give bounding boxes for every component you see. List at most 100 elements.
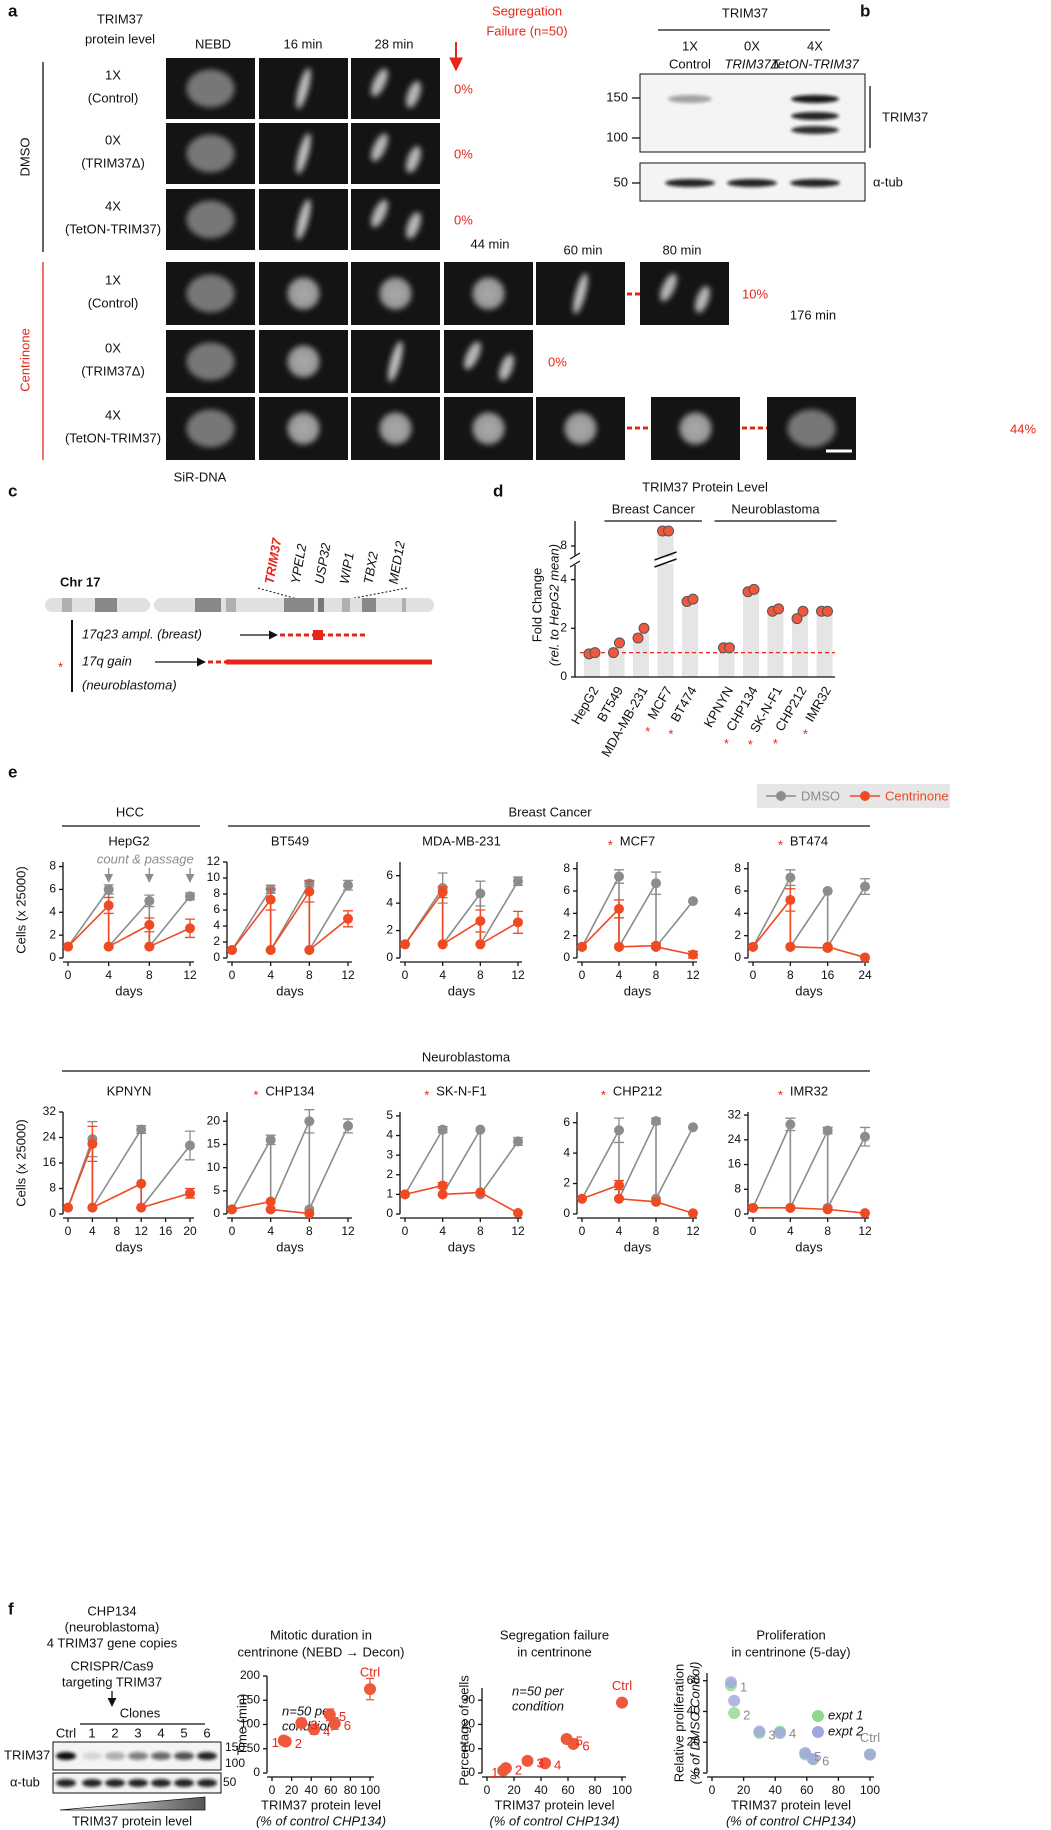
x-label: days — [795, 1239, 823, 1254]
replicate-point — [797, 605, 809, 617]
legend-label: Centrinone — [885, 788, 949, 803]
chromatin — [186, 409, 235, 448]
column-header: 28 min — [374, 36, 413, 51]
x-tick-label: 4 — [89, 1224, 96, 1238]
point-label: 6 — [344, 1718, 351, 1733]
point-label: Ctrl — [360, 1665, 380, 1680]
band — [56, 1752, 76, 1760]
row-name: (TetON-TRIM37) — [65, 430, 161, 445]
column-header: 16 min — [283, 36, 322, 51]
axis-break — [560, 557, 840, 564]
gene-label: WIP1 — [337, 551, 357, 585]
chromatin — [406, 146, 421, 173]
band — [82, 1779, 102, 1787]
data-point — [614, 1125, 624, 1136]
data-point — [103, 900, 114, 911]
time-label: 60 min — [563, 242, 602, 257]
header: protein level — [85, 31, 155, 46]
chromosome-label: Chr 17 — [60, 574, 100, 589]
band — [82, 1752, 102, 1760]
data-point — [364, 1683, 376, 1696]
y-tick-label: 4 — [386, 895, 393, 909]
chromatin — [296, 199, 311, 240]
data-point — [499, 1762, 512, 1775]
x-tick-label: 100 — [360, 1783, 380, 1797]
row-name: (Control) — [88, 90, 139, 105]
chart-title: Mitotic duration in — [270, 1627, 372, 1642]
y-tick-label: 10 — [207, 870, 221, 884]
method: CRISPR/Cas9 — [70, 1658, 153, 1673]
data-point — [748, 941, 758, 952]
lane-label: 2 — [111, 1725, 118, 1740]
legend-label: DMSO — [801, 788, 840, 803]
failure-title: Segregation — [492, 3, 562, 18]
y-tick-label: 4 — [563, 906, 570, 920]
y-tick-label: 100 — [240, 1717, 260, 1731]
y-tick-label: 8 — [49, 859, 56, 873]
y-tick-label: 4 — [213, 918, 220, 932]
panel-label: b — [860, 1, 870, 20]
y-tick-label: 30 — [462, 1692, 476, 1706]
x-label: days — [276, 1239, 304, 1254]
data-point — [577, 941, 587, 952]
point-label: 2 — [295, 1736, 302, 1751]
data-point — [785, 941, 796, 952]
annotation: n=50 per — [512, 1683, 564, 1698]
data-point — [688, 896, 698, 907]
x-tick-label: 80 — [588, 1783, 602, 1797]
gene-label: TBX2 — [361, 550, 382, 585]
y-tick-label: 4 — [560, 572, 567, 586]
track-label: (neuroblastoma) — [82, 677, 177, 692]
point-label: Ctrl — [860, 1730, 880, 1745]
bar — [682, 600, 698, 677]
data-point — [688, 949, 698, 960]
row-level: 1X — [105, 272, 121, 287]
data-point — [785, 1119, 796, 1130]
chromatin — [296, 133, 311, 174]
y-tick-label: 0 — [213, 1206, 220, 1220]
bar — [743, 590, 759, 677]
y-tick-label: 2 — [563, 928, 570, 942]
band — [791, 126, 839, 134]
y-tick-label: 0 — [213, 950, 220, 964]
y-tick-label: 16 — [43, 1155, 57, 1169]
band-label: TRIM37 — [882, 109, 928, 124]
chromosome-band — [318, 598, 324, 612]
y-tick-label: 0 — [563, 1206, 570, 1220]
y-tick-label: 60 — [687, 1673, 701, 1687]
x-label: days — [276, 983, 304, 998]
row-level: 0X — [105, 340, 121, 355]
clones-title: Clones — [120, 1705, 161, 1720]
series-line — [404, 889, 519, 946]
x-tick-label: 12 — [686, 1224, 700, 1238]
series-line — [581, 876, 694, 950]
y-tick-label: 32 — [43, 1104, 57, 1118]
point-label: 1 — [272, 1735, 279, 1750]
series-line — [231, 888, 349, 953]
y-tick-label: 32 — [728, 1107, 742, 1121]
data-point — [63, 1202, 73, 1213]
chromosome-band — [342, 598, 350, 612]
replicate-point — [638, 622, 650, 634]
y-tick-label: 20 — [207, 1113, 221, 1127]
chromatin — [296, 421, 311, 436]
lane-label: 1 — [88, 1725, 95, 1740]
gene-label: YPEL2 — [288, 542, 310, 585]
data-point — [265, 945, 276, 955]
y-label: Relative proliferation — [671, 1664, 686, 1783]
chart-title: CHP212 — [613, 1083, 662, 1098]
point-label: 4 — [554, 1758, 561, 1773]
band — [197, 1779, 217, 1787]
y-label: (rel. to HepG2 mean) — [546, 544, 561, 666]
data-point — [265, 894, 276, 905]
series-line — [67, 903, 191, 948]
replicate-point — [589, 647, 601, 659]
data-point — [724, 1676, 737, 1689]
y-tick-label: 0 — [386, 950, 393, 964]
row-name: (Control) — [88, 295, 139, 310]
y-tick-label: 4 — [49, 904, 56, 918]
cell-line: 4 TRIM37 gene copies — [47, 1635, 178, 1650]
x-label: days — [115, 1239, 143, 1254]
chromatin — [186, 342, 235, 381]
x-tick-label: 8 — [824, 1224, 831, 1238]
